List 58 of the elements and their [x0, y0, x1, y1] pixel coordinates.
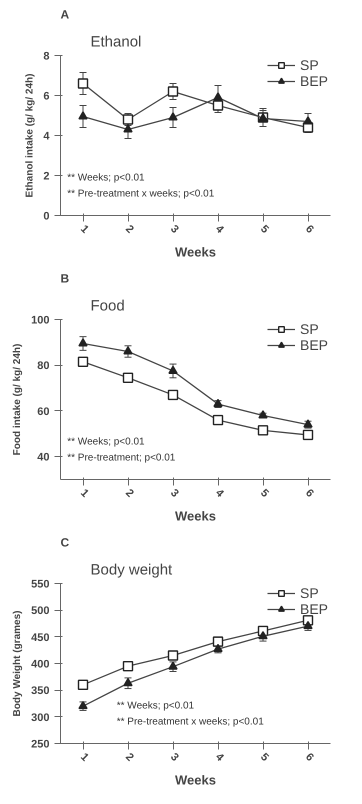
x-tick-label: 4 [213, 750, 226, 764]
x-tick-label: 2 [123, 486, 136, 500]
x-tick-label: 4 [213, 486, 226, 500]
y-tick-label: 2 [43, 170, 50, 182]
x-tick-label: 5 [258, 222, 271, 236]
y-tick-label: 6 [43, 90, 50, 102]
x-tick-label: 2 [123, 222, 136, 236]
x-tick-label: 4 [213, 222, 226, 236]
x-tick-label: 3 [168, 750, 181, 764]
x-tick-label: 1 [78, 486, 91, 500]
annotation: ** Weeks; p<0.01 [116, 700, 195, 712]
x-tick-label: 5 [258, 750, 271, 764]
chart-title: Ethanol [90, 34, 142, 50]
y-tick-label: 300 [31, 712, 50, 724]
legend-label: SP [300, 321, 320, 337]
y-tick-label: 80 [37, 360, 50, 372]
legend-label: SP [300, 585, 320, 601]
text: B [60, 272, 70, 286]
x-axis-title: Weeks [175, 772, 216, 788]
x-tick-label: 3 [168, 222, 181, 236]
y-tick-label: 250 [31, 738, 50, 750]
y-tick-label: 0 [43, 210, 50, 222]
y-tick-label: 40 [37, 452, 50, 464]
y-tick-label: 100 [31, 314, 50, 326]
y-tick-label: 4 [43, 130, 50, 142]
annotation: ** Pre-treatment; p<0.01 [67, 452, 176, 464]
x-tick-label: 6 [303, 222, 316, 236]
y-tick-label: 60 [37, 406, 50, 418]
annotation: ** Pre-treatment x weeks; p<0.01 [67, 188, 215, 200]
y-axis-title: Ethanol intake (g/ kg/ 24h) [24, 74, 36, 198]
y-tick-label: 500 [31, 605, 50, 618]
chart-title: Food [90, 298, 125, 314]
legend-label: BEP [300, 73, 328, 89]
legend-label: BEP [300, 337, 328, 353]
x-tick-label: 6 [303, 750, 316, 764]
text: A [60, 8, 70, 22]
annotation: ** Weeks; p<0.01 [67, 436, 146, 448]
x-tick-label: 1 [78, 222, 91, 236]
y-tick-label: 550 [31, 578, 50, 590]
y-tick-label: 8 [43, 50, 50, 62]
x-axis-title: Weeks [175, 508, 216, 524]
legend-label: SP [300, 57, 320, 73]
y-tick-label: 400 [31, 658, 50, 670]
y-axis-title: Food intake (g/ kg/ 24h) [12, 344, 24, 456]
x-axis-title: Weeks [175, 244, 216, 260]
x-tick-label: 3 [168, 486, 181, 500]
text: C [60, 536, 70, 550]
annotation: ** Pre-treatment x weeks; p<0.01 [116, 716, 264, 728]
x-tick-label: 5 [258, 486, 271, 500]
legend-label: BEP [300, 601, 328, 617]
chart-title: Body weight [90, 562, 174, 578]
x-tick-label: 2 [123, 750, 136, 764]
y-tick-label: 450 [31, 632, 50, 644]
y-tick-label: 350 [31, 685, 50, 698]
y-axis-title: Body Weight (grames) [12, 610, 24, 716]
x-tick-label: 6 [303, 486, 316, 500]
x-tick-label: 1 [78, 750, 91, 764]
annotation: ** Weeks; p<0.01 [67, 172, 146, 184]
